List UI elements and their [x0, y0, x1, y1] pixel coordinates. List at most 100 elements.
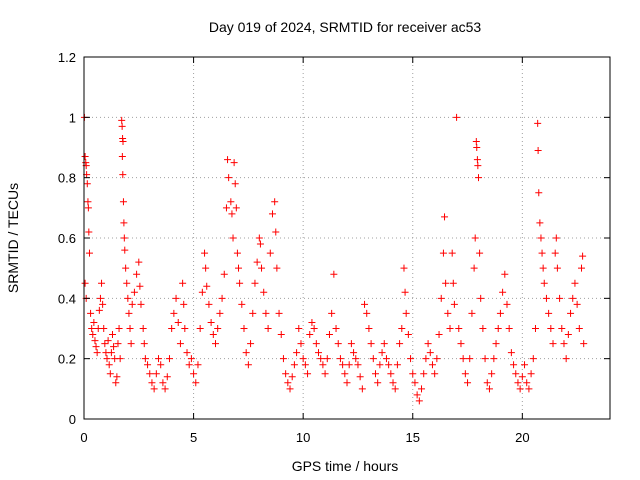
data-point [332, 325, 340, 332]
x-tick-label: 5 [190, 430, 197, 445]
data-point [477, 294, 485, 302]
data-point [201, 249, 209, 257]
data-point [571, 279, 579, 287]
data-point [481, 355, 489, 363]
data-point [518, 373, 526, 381]
data-point [473, 156, 481, 164]
data-point [93, 349, 101, 357]
data-point [380, 340, 388, 348]
data-point [371, 370, 379, 378]
data-point [229, 234, 237, 242]
x-tick-label: 0 [80, 430, 87, 445]
data-point [475, 174, 482, 182]
data-point [464, 379, 472, 387]
data-point [578, 264, 586, 272]
data-point [236, 279, 244, 287]
data-point [494, 325, 502, 332]
data-point [387, 370, 395, 378]
data-point [202, 264, 210, 272]
data-point [376, 361, 384, 369]
data-point [449, 279, 457, 287]
data-point [284, 379, 292, 387]
data-point [209, 331, 217, 339]
data-point [247, 340, 255, 348]
data-point [168, 325, 176, 332]
data-point [240, 325, 248, 332]
data-point [569, 294, 577, 302]
data-point [290, 361, 298, 369]
data-point [172, 294, 180, 302]
data-point [181, 325, 189, 332]
data-point [345, 361, 353, 369]
data-point [396, 340, 404, 348]
data-point [140, 340, 148, 348]
data-point [84, 198, 92, 206]
data-point [106, 370, 114, 378]
data-point [242, 349, 250, 357]
data-point [336, 355, 344, 363]
data-point [404, 331, 412, 339]
data-point [505, 325, 513, 332]
data-point [83, 180, 91, 188]
data-point [179, 279, 187, 287]
data-point [476, 249, 484, 257]
data-point [264, 325, 272, 332]
data-point [398, 325, 406, 332]
data-point [363, 309, 371, 317]
data-point [190, 370, 198, 378]
data-point [144, 361, 152, 369]
data-point [343, 379, 351, 387]
data-point [136, 282, 144, 290]
data-point [433, 355, 441, 363]
data-point [369, 355, 377, 363]
data-point [485, 385, 493, 393]
y-tick-label: 1.2 [58, 50, 76, 65]
data-point [514, 379, 522, 387]
data-point [85, 249, 93, 257]
data-point [90, 318, 98, 326]
data-point [155, 355, 163, 363]
data-point [334, 340, 342, 348]
data-point [521, 361, 529, 369]
data-point [161, 385, 169, 393]
data-point [222, 204, 230, 212]
data-point [120, 219, 128, 227]
data-point [92, 343, 100, 351]
data-point [446, 325, 454, 332]
data-point [461, 370, 469, 378]
data-point [120, 234, 128, 242]
data-point [529, 355, 537, 363]
data-point [310, 325, 318, 332]
data-point [148, 379, 156, 387]
data-point [238, 300, 246, 308]
data-point [441, 213, 449, 221]
data-point [100, 325, 108, 332]
data-point [301, 361, 309, 369]
data-point [325, 331, 333, 339]
data-point [407, 355, 415, 363]
data-point [214, 325, 222, 332]
data-point [87, 309, 95, 317]
data-point [539, 264, 547, 272]
data-point [288, 373, 296, 381]
data-point [105, 361, 113, 369]
data-point [393, 361, 401, 369]
data-point [471, 234, 479, 242]
data-point [442, 279, 450, 287]
data-point [341, 370, 349, 378]
data-point [448, 249, 456, 257]
data-point [468, 309, 476, 317]
data-point [88, 325, 96, 332]
data-point [552, 234, 560, 242]
data-point [437, 294, 445, 302]
data-point [253, 258, 261, 266]
data-point [224, 156, 232, 164]
data-point [382, 355, 390, 363]
data-point [286, 385, 294, 393]
data-point [367, 340, 375, 348]
data-point [365, 325, 373, 332]
data-point [108, 331, 116, 339]
data-point [95, 306, 103, 314]
data-point [273, 264, 281, 272]
data-point [374, 379, 382, 387]
